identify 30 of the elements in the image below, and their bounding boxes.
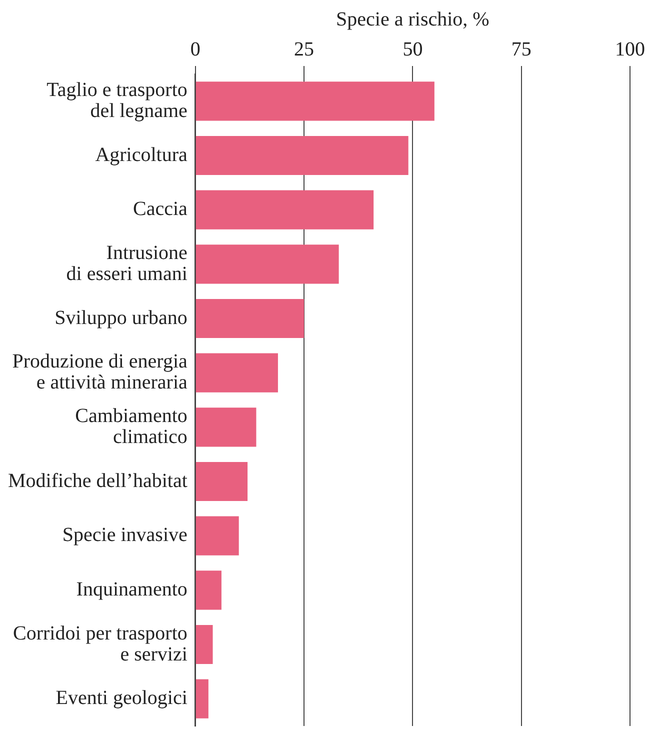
y-tick-label: Corridoi per trasporto e servizi	[12, 622, 188, 666]
bar	[196, 298, 304, 338]
y-tick-label: Sviluppo urbano	[54, 306, 188, 329]
bar	[196, 82, 434, 121]
y-tick-label: Eventi geologici	[56, 687, 188, 710]
y-tick-label: Intrusione di esseri umani	[66, 242, 188, 285]
y-tick-label: Specie invasive	[62, 524, 188, 546]
x-tick-label: 100	[615, 38, 645, 60]
bar	[196, 190, 374, 230]
bar	[196, 516, 239, 556]
bar	[196, 353, 278, 392]
x-axis-title: Specie a rischio, %	[336, 8, 490, 30]
bar	[196, 679, 208, 718]
x-tick-label: 50	[402, 38, 423, 60]
y-tick-label: Agricoltura	[95, 144, 188, 166]
y-tick-label: Cambiamento climatico	[75, 404, 188, 448]
y-tick-label: Taglio e trasporto del legname	[46, 78, 188, 122]
y-tick-label: Modifiche dell’habitat	[8, 470, 188, 492]
x-tick-label: 75	[511, 38, 532, 60]
bar	[196, 570, 222, 610]
y-tick-label: Caccia	[132, 198, 188, 220]
bar	[196, 624, 213, 664]
bar	[196, 136, 408, 176]
y-tick-label: Inquinamento	[76, 578, 188, 600]
bar	[196, 408, 256, 447]
y-tick-label: Produzione di energia e attività mineraria	[12, 350, 188, 394]
bar	[196, 244, 339, 284]
x-tick-label: 0	[190, 38, 200, 60]
bar	[196, 462, 248, 502]
x-tick-label: 25	[294, 38, 314, 60]
